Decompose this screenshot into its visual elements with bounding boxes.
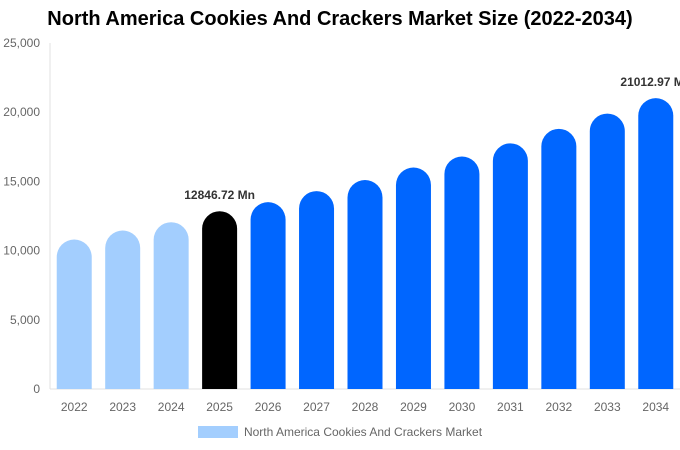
data-label: 21012.97 Mn (620, 75, 680, 89)
bar-2029 (395, 167, 431, 389)
x-tick-label: 2026 (255, 400, 282, 414)
x-tick-label: 2024 (158, 400, 185, 414)
x-tick-label: 2028 (352, 400, 379, 414)
bar-2032 (541, 128, 577, 390)
x-tick-label: 2022 (61, 400, 88, 414)
data-label: 12846.72 Mn (184, 188, 255, 202)
bar-2026 (250, 202, 286, 389)
x-tick-label: 2032 (545, 400, 572, 414)
bar-chart: 0 5,000 10,000 15,000 20,000 25,000 2022 2023 20… (3, 36, 680, 414)
x-tick-label: 2025 (206, 400, 233, 414)
x-tick-label: 2029 (400, 400, 427, 414)
y-tick-label: 5,000 (10, 313, 40, 327)
bar-2024 (153, 222, 189, 389)
x-tick-label: 2033 (594, 400, 621, 414)
bar-2033 (589, 113, 625, 390)
bar-2023 (105, 230, 141, 389)
bar-2030 (444, 156, 480, 389)
bar-2022 (56, 239, 92, 389)
x-tick-label: 2034 (642, 400, 669, 414)
bar-2031 (492, 143, 528, 389)
y-tick-label: 0 (33, 382, 40, 396)
y-tick-label: 15,000 (3, 174, 40, 188)
bar-2025 (202, 211, 238, 389)
bar-2027 (299, 191, 335, 389)
y-tick-label: 10,000 (3, 244, 40, 258)
legend-label: North America Cookies And Crackers Marke… (243, 425, 483, 439)
x-tick-label: 2030 (449, 400, 476, 414)
legend: North America Cookies And Crackers Marke… (0, 425, 680, 439)
legend-swatch (197, 426, 238, 438)
x-tick-label: 2023 (109, 400, 136, 414)
y-tick-label: 20,000 (3, 105, 40, 119)
bar-2034 (638, 98, 674, 390)
x-tick-label: 2027 (303, 400, 330, 414)
bar-2028 (347, 180, 383, 389)
chart-title: North America Cookies And Crackers Marke… (47, 8, 633, 30)
y-tick-label: 25,000 (3, 36, 40, 50)
x-tick-label: 2031 (497, 400, 524, 414)
